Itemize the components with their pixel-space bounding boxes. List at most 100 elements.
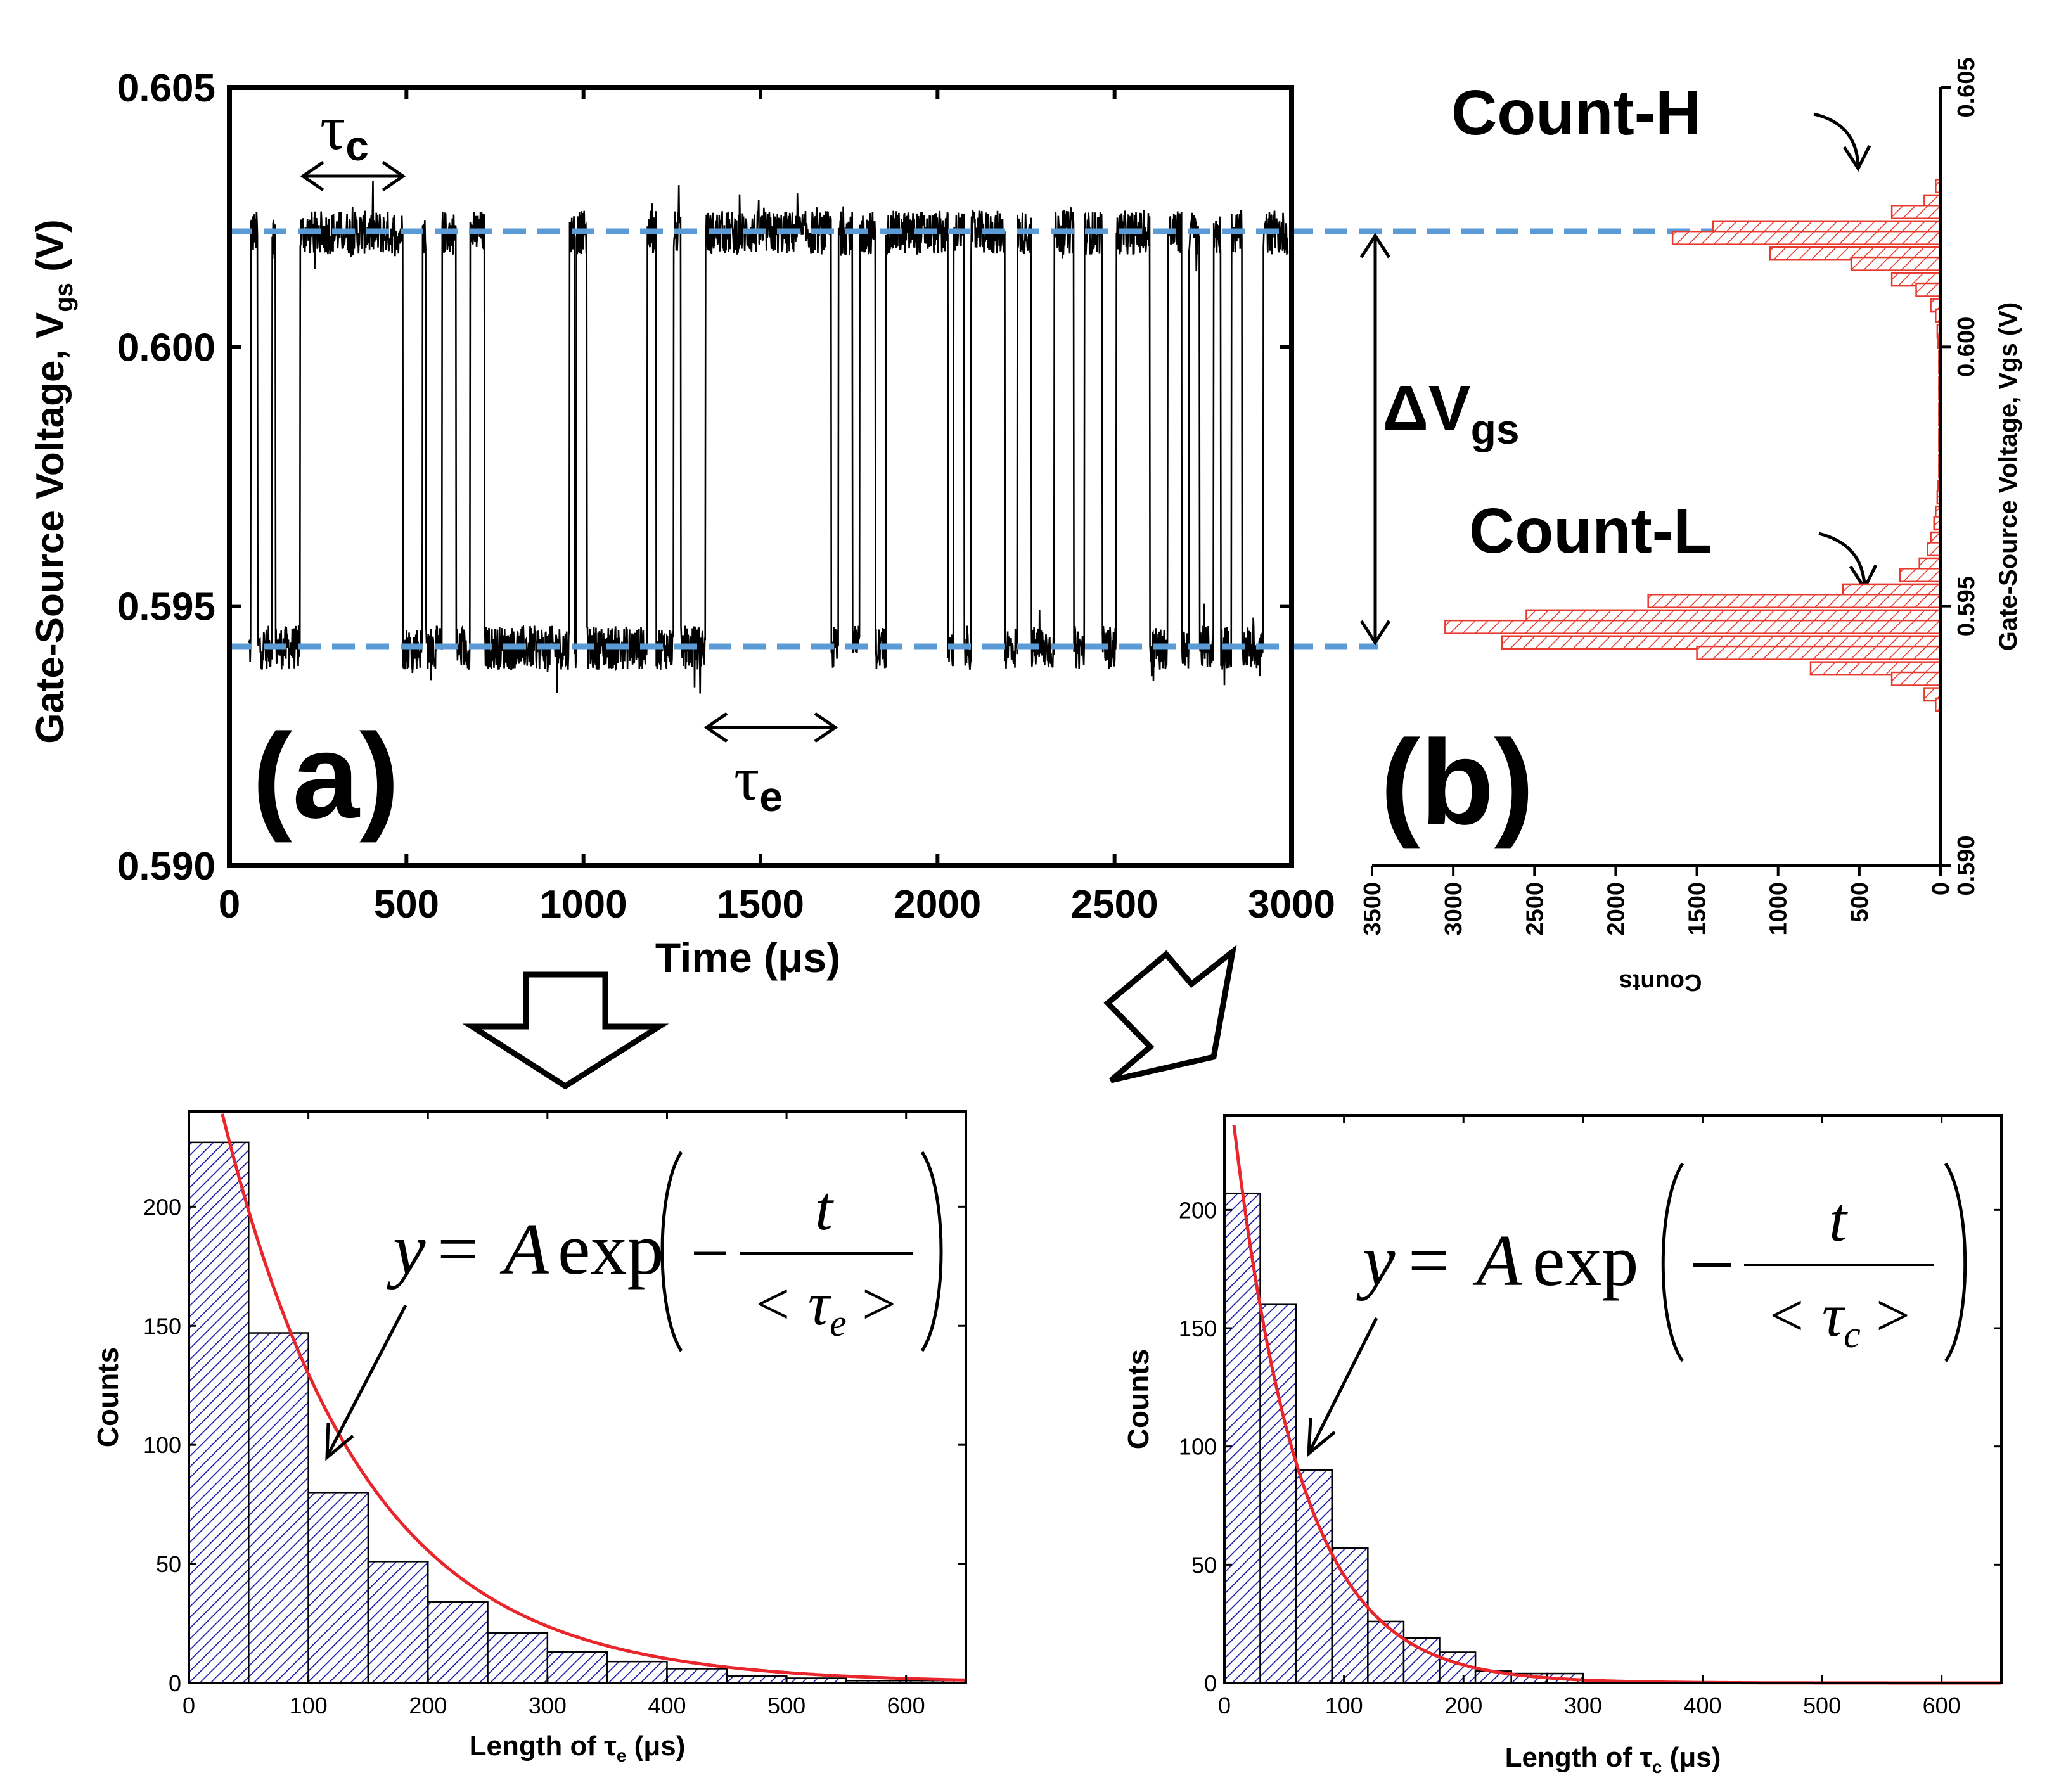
c-eq-right-paren: [920, 1151, 943, 1352]
c-x-axis-label-sub: e: [617, 1746, 627, 1765]
c-fit-equation: y = A exp t < τe >: [387, 1151, 943, 1352]
d-eq-y: y: [1356, 1220, 1396, 1302]
a-delta-vgs-annotation: ΔVgs: [1359, 233, 1520, 646]
d-eq-exp: exp: [1532, 1220, 1639, 1302]
b-histogram-bars: [1444, 179, 1942, 712]
a-panel-label: (a): [252, 709, 399, 843]
c-y-tick-label: 0: [169, 1670, 181, 1696]
c-y-axis-label: Counts: [91, 1347, 124, 1447]
b-y-axis-label: Gate-Source Voltage, Vgs (V): [1994, 302, 2022, 651]
c-y-tick-label: 150: [143, 1313, 181, 1339]
d-histogram-bar: [1295, 1469, 1333, 1684]
c-histogram-bar: [546, 1651, 608, 1684]
a-trace-signal: [248, 180, 1289, 694]
c-histogram-bar: [307, 1492, 369, 1684]
down-arrow-right: [1103, 945, 1237, 1084]
b-histogram-bar: [1696, 645, 1942, 660]
c-x-tick-label: 200: [409, 1693, 447, 1718]
c-histogram-bar: [188, 1141, 250, 1684]
c-histogram-bar: [248, 1332, 309, 1684]
a-y-axis-label-main: Gate-Source Voltage, V: [29, 312, 72, 744]
b-y-tick-label: 0.600: [1953, 317, 1980, 377]
b-histogram-bar: [1671, 230, 1942, 245]
d-y-axis: 0 50 100 150 200: [1179, 1197, 2001, 1696]
d-plot-frame: [1223, 1114, 2003, 1684]
b-panel-label: (b): [1380, 715, 1534, 850]
c-histogram-bar: [666, 1668, 728, 1684]
c-x-tick-label: 100: [290, 1693, 328, 1718]
c-histogram-bar: [367, 1561, 429, 1684]
c-x-tick-label: 500: [767, 1693, 805, 1718]
d-x-tick-label: 500: [1803, 1693, 1841, 1718]
d-x-tick-label: 200: [1444, 1693, 1482, 1718]
b-histogram-bar: [1927, 542, 1942, 557]
a-y-tick-label: 0.605: [117, 67, 215, 110]
d-y-tick-label: 200: [1179, 1197, 1217, 1223]
b-x-tick-label: 0: [1928, 882, 1954, 895]
a-x-tick-label: 1000: [540, 883, 627, 926]
b-x-tick-label: 1000: [1766, 882, 1792, 936]
a-tau-c-subscript: c: [345, 122, 369, 169]
c-x-tick-label: 600: [887, 1693, 925, 1718]
b-histogram-bar: [1444, 619, 1942, 634]
d-eq-numerator: t: [1829, 1184, 1848, 1255]
a-y-axis-label-unit: (V): [29, 219, 72, 283]
d-eq-den-close: >: [1861, 1281, 1910, 1349]
b-histogram-bar: [1915, 282, 1942, 297]
b-x-tick-label: 2000: [1603, 882, 1629, 936]
b-y-tick-label: 0.590: [1953, 835, 1980, 895]
a-x-tick-label: 0: [219, 883, 240, 926]
d-x-tick-label: 100: [1325, 1693, 1363, 1718]
d-eq-right-paren: [1944, 1162, 1967, 1362]
b-y-tick-label: 0.605: [1953, 57, 1980, 117]
d-x-axis-label-sub: c: [1652, 1757, 1662, 1777]
d-histogram-bar: [1367, 1620, 1405, 1684]
d-x-axis-label-unit: (μs): [1662, 1742, 1721, 1773]
a-tau-e-label: τe: [734, 743, 783, 820]
c-y-axis: 0 50 100 150 200: [143, 1194, 966, 1696]
d-y-tick-label: 100: [1179, 1434, 1217, 1460]
d-eq-denominator: < τc >: [1766, 1281, 1910, 1355]
d-histogram-bar: [1331, 1547, 1369, 1684]
c-eq-exp: exp: [558, 1209, 664, 1290]
d-y-tick-label: 0: [1204, 1670, 1217, 1696]
d-x-axis: 0 100 200 300 400 500 600: [1218, 1115, 1961, 1718]
count-h-arrowhead: [1842, 144, 1871, 172]
a-tau-c-symbol: τ: [320, 93, 345, 163]
a-x-axis: 0 500 1000 1500 2000 2500 3000: [219, 87, 1335, 926]
c-histogram-bar: [427, 1601, 489, 1684]
c-eq-equals: =: [437, 1209, 478, 1290]
d-y-tick-label: 50: [1191, 1552, 1217, 1578]
d-eq-den-open: < τ: [1766, 1281, 1846, 1349]
c-x-tick-label: 0: [183, 1693, 195, 1718]
c-eq-den-open: < τ: [752, 1270, 832, 1338]
d-x-tick-label: 400: [1683, 1693, 1721, 1718]
count-h-label: Count-H: [1451, 77, 1701, 148]
c-x-axis-label-unit: (μs): [626, 1731, 685, 1762]
c-eq-lhs: y: [387, 1209, 426, 1290]
panel-a-rts-trace: 0 500 1000 1500 2000 2500 3000 0.590 0.595 0.600…: [29, 67, 1933, 981]
d-fit-equation: y = A exp t < τc >: [1356, 1162, 1967, 1362]
a-delta-vgs-main: ΔV: [1383, 373, 1471, 444]
count-l-arrow: [1818, 532, 1866, 585]
a-x-tick-label: 2500: [1071, 883, 1158, 926]
d-eq-lhs: y: [1356, 1220, 1396, 1302]
a-x-tick-label: 500: [374, 883, 439, 926]
c-x-tick-label: 300: [529, 1693, 567, 1718]
c-eq-den-close: >: [847, 1270, 896, 1338]
b-histogram-bar: [1899, 568, 1942, 583]
b-y-tick-label: 0.595: [1953, 576, 1980, 636]
d-x-tick-label: 0: [1218, 1693, 1231, 1718]
count-l-label: Count-L: [1469, 496, 1712, 566]
c-x-tick-label: 400: [648, 1693, 686, 1718]
c-eq-denominator: < τe >: [752, 1270, 896, 1344]
a-y-axis: 0.590 0.595 0.600 0.605: [117, 67, 1292, 888]
d-eq-den-sub: c: [1844, 1314, 1861, 1355]
a-y-axis-label-sub: gs: [50, 283, 78, 312]
a-delta-vgs-subscript: gs: [1471, 406, 1520, 452]
d-y-axis-label: Counts: [1122, 1349, 1155, 1449]
c-x-axis-label: Length of τe (μs): [470, 1731, 686, 1765]
panel-c-tau-e-histogram: 0 100 200 300 400 500 600 0 50 100 150 200 Length …: [91, 1110, 967, 1765]
